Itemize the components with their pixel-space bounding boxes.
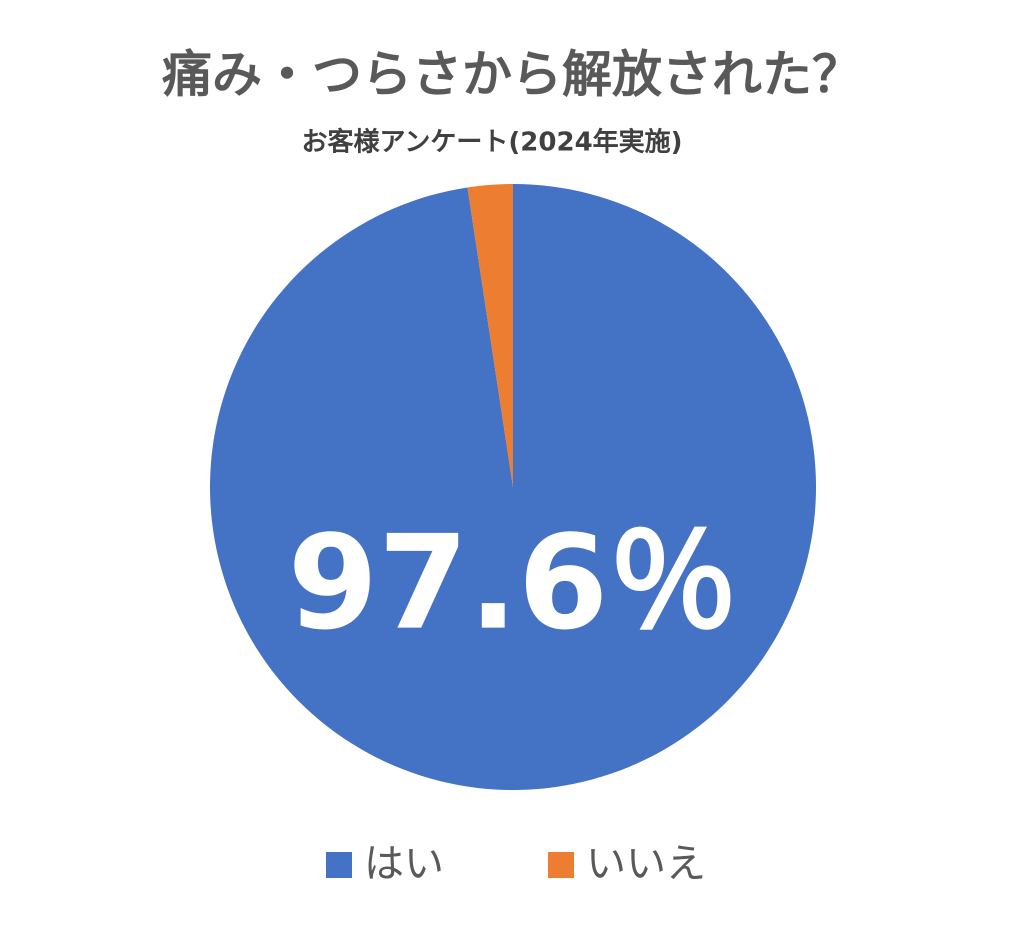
pie-slice <box>210 184 817 790</box>
pie-slice <box>467 184 513 487</box>
legend-swatch <box>548 852 574 878</box>
legend-label: はい <box>364 841 444 887</box>
chart-title: 痛み・つらさから解放された？ <box>162 46 862 104</box>
chart-subtitle: お客様アンケート(2024年実施) <box>301 127 682 158</box>
legend-label: いいえ <box>586 841 706 887</box>
legend-swatch <box>326 852 352 878</box>
data-label: 97.6％ <box>288 507 739 659</box>
